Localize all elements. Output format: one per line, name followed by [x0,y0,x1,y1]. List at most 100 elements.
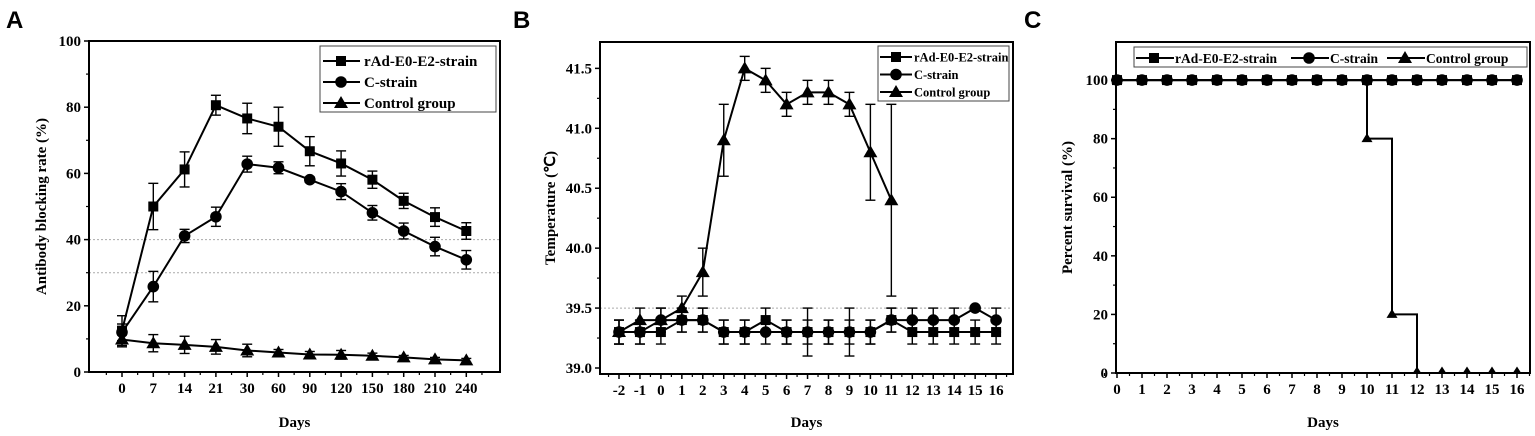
legend-label: rAd-E0-E2-strain [1175,51,1277,66]
y-tick-label: 20 [66,299,81,315]
legend-label: Control group [914,86,990,100]
triangle-marker [1462,366,1472,374]
y-axis-title: Antibody blocking rate (%) [34,118,50,295]
x-tick-label: 30 [240,381,255,397]
legend-label: rAd-E0-E2-strain [364,54,478,70]
series-line [121,163,467,333]
legend-circle-icon [335,76,347,88]
y-tick-label: 41.0 [566,121,592,137]
x-tick-label: 0 [118,381,126,397]
circle-marker [1411,74,1423,86]
y-tick-label: 41.5 [566,61,592,77]
x-axis-title: Days [279,415,311,431]
series-circle [613,302,1002,345]
legend-label: rAd-E0-E2-strain [914,51,1008,65]
x-tick-label: 10 [1360,382,1375,398]
legend-label: Control group [1426,51,1508,66]
triangle-marker [428,352,442,365]
x-tick-label: 13 [926,383,941,399]
square-marker [210,100,221,111]
triangle-marker [758,73,773,86]
triangle-marker [1487,366,1497,374]
legend-label: C-strain [914,68,958,82]
x-tick-label: 16 [1510,382,1526,398]
series-triangle [612,55,899,345]
panel-a-antibody-chart: A 0 20 40 60 80 100 0 7 14 21 30 60 90 120 150 180 210 240… [6,7,501,431]
x-tick-label: 12 [1410,382,1425,398]
square-marker [430,212,440,223]
circle-marker [147,280,160,293]
legend: rAd-E0-E2-strain C-strain Control group [877,45,1010,102]
x-tick-label: 3 [1188,382,1196,398]
legend-label: C-strain [1330,51,1378,66]
triangle-marker [271,345,286,358]
triangle-marker [1512,366,1522,374]
triangle-marker [115,332,129,345]
x-tick-label: 14 [1460,382,1476,398]
x-tick-label: 180 [392,381,415,397]
x-tick-label: 1 [1138,382,1146,398]
square-marker [242,113,253,124]
x-tick-label: 16 [989,383,1005,399]
square-marker [461,225,472,236]
circle-marker [927,314,940,326]
x-tick-label: 2 [699,383,707,399]
x-axis-title: Days [1307,415,1339,431]
triangle-marker [1386,308,1398,318]
triangle-marker [177,337,192,350]
triangle-marker [674,301,689,314]
x-tick-label: 15 [968,383,983,399]
x-tick-label: 3 [720,383,728,399]
x-tick-label: 7 [804,383,812,399]
circle-marker [429,240,441,253]
legend-triangle-icon [1398,51,1412,63]
square-marker [179,164,190,175]
x-tick-label: -1 [634,383,647,399]
x-tick-label: 12 [905,383,920,399]
y-tick-label: 100 [59,34,82,50]
square-marker [398,195,409,206]
legend-square-icon [336,56,346,66]
triangle-marker [1311,74,1323,84]
circle-marker [178,230,191,242]
triangle-marker [737,61,752,74]
x-tick-label: 21 [208,381,223,397]
y-tick-label: 80 [66,100,81,116]
triangle-marker [653,313,668,326]
x-tick-label: 10 [863,383,878,399]
legend-square-icon [1149,53,1159,63]
circle-marker [1461,74,1473,86]
x-tick-label: 11 [884,383,898,399]
panel-b-temperature-chart: B39.039.540.040.541.041.5-2 -1 0 1 2 3 4 5 6 7 8 9 1… [513,7,1014,431]
x-tick-label: 14 [947,383,963,399]
x-tick-label: 2 [1163,382,1171,398]
x-tick-label: 5 [762,383,770,399]
triangle-marker [632,313,647,326]
x-tick-label: 7 [1288,382,1296,398]
x-tick-label: 15 [1485,382,1500,398]
circle-marker [822,326,835,338]
series-line [121,338,467,362]
x-tick-label: 13 [1435,382,1450,398]
circle-marker [697,314,709,326]
legend-triangle-icon [334,96,348,108]
y-tick-label: 20 [1093,307,1108,323]
x-axis-title: Days [791,415,823,431]
y-tick-label: 40.5 [566,181,592,197]
triangle-marker [884,193,899,206]
x-tick-label: 120 [330,381,353,397]
triangle-marker [716,133,731,146]
circle-marker [1436,74,1448,86]
y-tick-label: 60 [66,166,81,182]
series-line [1117,79,1517,374]
y-tick-label: 40 [1093,249,1108,265]
x-tick-label: 7 [150,381,158,397]
x-tick-label: 8 [825,383,833,399]
circle-marker [864,326,877,338]
circle-marker [1511,74,1523,86]
x-tick-label: 6 [783,383,791,399]
triangle-marker [863,145,878,158]
y-tick-label: 40.0 [566,241,592,257]
triangle-marker [1111,74,1123,84]
triangle-marker [396,350,411,363]
